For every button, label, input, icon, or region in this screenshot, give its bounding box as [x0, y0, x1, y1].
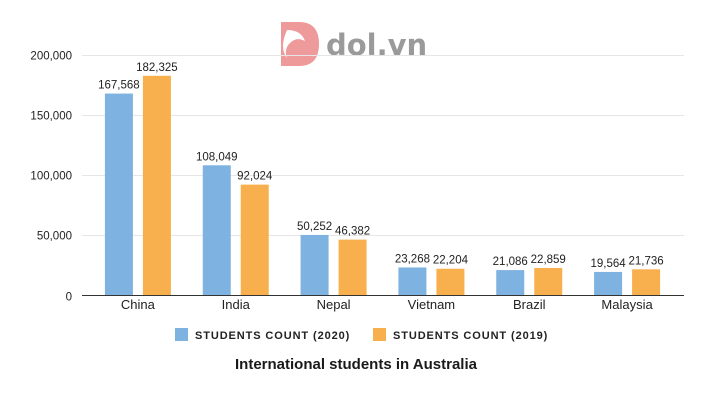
y-axis: 0 50,000 100,000 150,000 200,000: [30, 51, 72, 304]
data-label: 167,568: [98, 80, 140, 92]
x-tick-label: Brazil: [513, 297, 546, 312]
bar-2019: [142, 75, 171, 296]
x-axis: China India Nepal Vietnam Brazil Malaysia: [121, 297, 654, 312]
legend-label: STUDENTS COUNT (2020): [195, 330, 350, 342]
y-tick-label: 0: [66, 292, 72, 304]
legend-label: STUDENTS COUNT (2019): [393, 330, 548, 342]
legend-item-2019: STUDENTS COUNT (2019): [373, 328, 548, 342]
bar-2019: [240, 184, 269, 296]
legend-swatch: [373, 328, 386, 341]
legend: STUDENTS COUNT (2020) STUDENTS COUNT (20…: [175, 328, 548, 342]
data-label: 21,736: [628, 255, 663, 267]
data-label: 108,049: [196, 151, 238, 163]
bar-2019: [436, 268, 465, 296]
data-label: 19,564: [590, 258, 626, 270]
chart-title: International students in Australia: [235, 356, 477, 373]
bar-2019: [632, 269, 661, 296]
bar-2020: [398, 267, 427, 296]
x-tick-label: China: [121, 297, 156, 312]
data-label: 182,325: [136, 62, 178, 74]
bar-2019: [338, 239, 367, 296]
y-tick-label: 50,000: [37, 231, 72, 243]
bar-2019: [534, 267, 563, 296]
x-tick-label: Malaysia: [601, 297, 653, 312]
data-label: 22,859: [531, 254, 566, 266]
data-label: 92,024: [237, 171, 273, 183]
logo-mark-icon: [281, 22, 319, 66]
y-tick-label: 150,000: [30, 111, 72, 123]
bar-2020: [300, 234, 329, 296]
bar-2020: [594, 271, 623, 296]
data-labels: 167,568 182,325 108,049 92,024 50,252 46,382 2…: [98, 62, 664, 270]
y-tick-label: 100,000: [30, 171, 72, 183]
logo: dol.vn: [281, 22, 427, 66]
x-tick-label: Nepal: [317, 297, 351, 312]
data-label: 46,382: [335, 226, 370, 238]
legend-item-2020: STUDENTS COUNT (2020): [175, 328, 350, 342]
y-tick-label: 200,000: [30, 51, 72, 63]
data-label: 50,252: [297, 221, 332, 233]
legend-swatch: [175, 328, 188, 341]
x-tick-label: Vietnam: [408, 297, 455, 312]
data-label: 21,086: [493, 256, 528, 268]
bar-2020: [496, 270, 525, 296]
bar-2020: [104, 93, 133, 296]
bars: [104, 75, 661, 296]
logo-text: dol.vn: [326, 28, 427, 62]
data-label: 22,204: [433, 255, 469, 267]
x-tick-label: India: [222, 297, 251, 312]
data-label: 23,268: [395, 253, 430, 265]
bar-2020: [202, 165, 231, 296]
gridlines: [82, 55, 684, 236]
